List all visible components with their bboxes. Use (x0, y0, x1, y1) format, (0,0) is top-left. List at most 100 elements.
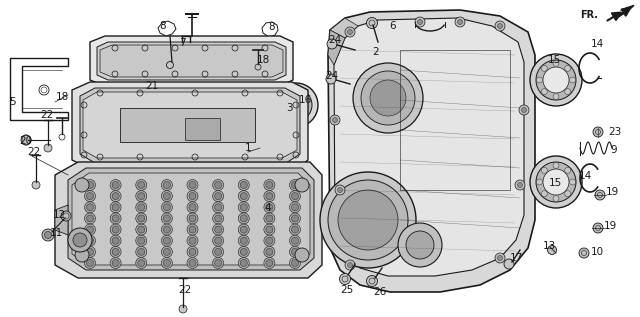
Circle shape (161, 179, 172, 191)
Text: 24: 24 (328, 35, 342, 45)
Circle shape (367, 17, 378, 29)
Circle shape (289, 224, 301, 235)
Text: 2: 2 (372, 47, 380, 57)
Circle shape (240, 226, 247, 233)
Circle shape (112, 248, 119, 256)
Text: 8: 8 (160, 21, 166, 31)
Circle shape (163, 248, 170, 256)
Circle shape (86, 182, 93, 189)
Circle shape (266, 237, 273, 244)
Circle shape (266, 260, 273, 267)
Text: 22: 22 (40, 110, 54, 120)
Circle shape (348, 29, 353, 35)
Circle shape (536, 179, 543, 185)
Circle shape (547, 245, 557, 255)
Circle shape (579, 248, 589, 258)
Circle shape (564, 89, 571, 95)
Polygon shape (90, 36, 293, 86)
Circle shape (212, 202, 223, 213)
Circle shape (289, 179, 301, 191)
Circle shape (570, 77, 575, 83)
Circle shape (264, 213, 275, 224)
Circle shape (187, 224, 198, 235)
Circle shape (497, 256, 502, 261)
Circle shape (138, 248, 145, 256)
Text: 11: 11 (49, 228, 63, 238)
Text: 10: 10 (591, 247, 604, 257)
Circle shape (136, 224, 147, 235)
Circle shape (112, 215, 119, 222)
Polygon shape (328, 30, 345, 65)
Circle shape (264, 235, 275, 246)
Circle shape (289, 202, 301, 213)
Circle shape (161, 191, 172, 202)
Circle shape (264, 257, 275, 268)
Circle shape (136, 235, 147, 246)
Circle shape (179, 305, 187, 313)
Circle shape (189, 248, 196, 256)
Circle shape (289, 257, 301, 268)
Polygon shape (185, 118, 220, 140)
Circle shape (136, 213, 147, 224)
Polygon shape (80, 88, 300, 163)
Circle shape (417, 20, 422, 24)
Text: 21: 21 (145, 81, 159, 91)
Circle shape (406, 231, 434, 259)
Polygon shape (622, 5, 634, 14)
Circle shape (189, 260, 196, 267)
Circle shape (536, 77, 543, 83)
Circle shape (86, 226, 93, 233)
Circle shape (214, 248, 221, 256)
Circle shape (348, 262, 353, 268)
Circle shape (238, 224, 249, 235)
Text: 9: 9 (611, 145, 618, 155)
Circle shape (214, 182, 221, 189)
Circle shape (161, 246, 172, 257)
Polygon shape (120, 108, 255, 142)
Circle shape (595, 190, 605, 200)
Circle shape (138, 260, 145, 267)
Circle shape (112, 182, 119, 189)
Circle shape (163, 182, 170, 189)
Polygon shape (55, 162, 322, 278)
Circle shape (330, 115, 340, 125)
Circle shape (75, 248, 89, 262)
Text: 1: 1 (244, 143, 252, 153)
Circle shape (187, 235, 198, 246)
Circle shape (161, 213, 172, 224)
Circle shape (455, 17, 465, 27)
Circle shape (361, 71, 415, 125)
Circle shape (189, 204, 196, 211)
Circle shape (212, 246, 223, 257)
Circle shape (353, 63, 423, 133)
Polygon shape (55, 205, 68, 235)
Circle shape (84, 202, 95, 213)
Circle shape (110, 179, 121, 191)
Circle shape (238, 235, 249, 246)
Circle shape (541, 65, 547, 71)
Circle shape (238, 246, 249, 257)
Circle shape (415, 17, 425, 27)
Circle shape (238, 191, 249, 202)
Circle shape (263, 94, 299, 130)
Circle shape (264, 246, 275, 257)
Circle shape (536, 60, 576, 100)
Text: 8: 8 (269, 22, 275, 32)
Circle shape (163, 226, 170, 233)
Circle shape (264, 202, 275, 213)
Circle shape (338, 190, 398, 250)
Circle shape (291, 215, 298, 222)
Circle shape (238, 257, 249, 268)
Text: 23: 23 (609, 127, 621, 137)
Text: 19: 19 (604, 221, 616, 231)
Text: 25: 25 (340, 285, 354, 295)
Circle shape (398, 223, 442, 267)
Text: FR.: FR. (580, 10, 598, 20)
Circle shape (187, 191, 198, 202)
Circle shape (45, 231, 51, 238)
Text: 14: 14 (590, 39, 604, 49)
Text: 26: 26 (373, 287, 387, 297)
Circle shape (214, 237, 221, 244)
Circle shape (536, 162, 576, 202)
Circle shape (530, 54, 582, 106)
